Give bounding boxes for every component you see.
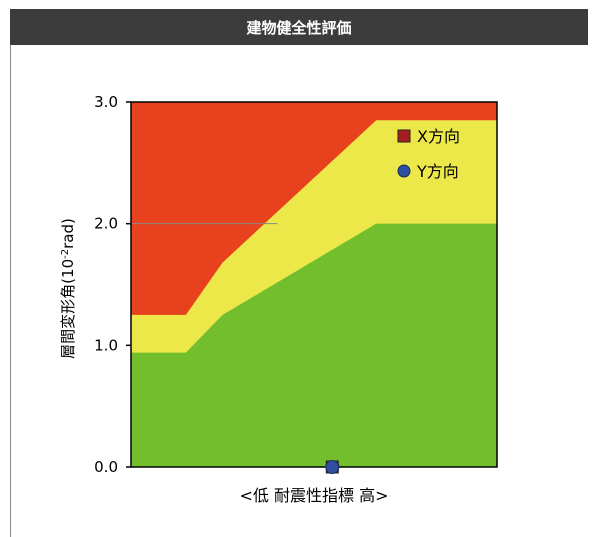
y-tick-label: 0.0 <box>94 458 118 476</box>
chart-title-bar: 建物健全性評価 <box>10 9 588 45</box>
legend: X方向 Y方向 <box>397 127 460 181</box>
x-axis-label: <低 耐震性指標 高> <box>240 486 389 505</box>
data-markers <box>325 460 340 474</box>
y-direction-marker <box>325 460 340 474</box>
y-tick-label: 2.0 <box>94 215 118 233</box>
plot-frame <box>130 101 498 468</box>
y-tick-label: 3.0 <box>94 93 118 111</box>
plot-bands <box>131 102 497 467</box>
y-axis-label-prefix: 層間変形角(10 <box>59 259 77 359</box>
legend-label: X方向 <box>417 127 460 146</box>
y-axis-label: 層間変形角(10-2rad) <box>59 218 77 359</box>
legend-label: Y方向 <box>416 162 459 181</box>
panel-left-border <box>10 45 11 537</box>
chart-title: 建物健全性評価 <box>246 18 352 37</box>
y-axis-ticks: 0.0 1.0 2.0 3.0 <box>94 93 131 476</box>
band-safe <box>131 223 497 467</box>
legend-y-marker <box>397 164 411 178</box>
y-axis-label-exp: -2 <box>60 249 71 259</box>
y-axis-label-suffix: rad) <box>59 218 77 249</box>
legend-x-marker <box>397 129 411 143</box>
y-tick-label: 1.0 <box>94 336 118 354</box>
